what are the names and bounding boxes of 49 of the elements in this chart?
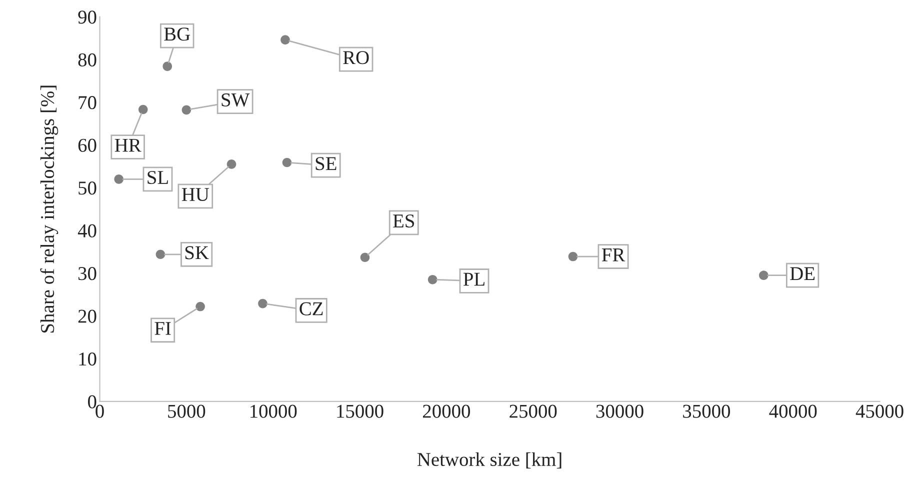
annotation: SK (185, 246, 209, 260)
x-tick-label: 15000 (337, 404, 384, 418)
point (280, 35, 290, 44)
point (428, 274, 438, 284)
annotation: PL (463, 272, 484, 286)
y-tick-label: 90 (78, 10, 96, 24)
y-tick-label: 60 (78, 138, 96, 152)
point (758, 270, 768, 280)
x-tick-label: 20000 (422, 404, 470, 418)
x-axis-title: Network size [km] (417, 452, 562, 468)
point (138, 104, 148, 114)
y-tick-label: 50 (78, 182, 96, 195)
y-tick-label: 70 (78, 96, 96, 110)
x-tick-label: 30000 (596, 404, 644, 418)
y-tick-label: 10 (79, 352, 96, 366)
point (226, 160, 236, 169)
point (282, 158, 292, 168)
x-tick-label: 25000 (510, 404, 557, 418)
y-axis-title: Share of relay interlockings [%] (40, 86, 58, 333)
x-tick-label: 5000 (168, 404, 206, 418)
point (360, 252, 370, 262)
annotation: ES (393, 214, 414, 228)
annotation: HR (114, 138, 142, 152)
annotation: SL (148, 170, 168, 184)
x-tick-label: 40000 (769, 404, 817, 418)
x-tick-label: 45000 (856, 404, 904, 418)
annotation: FR (602, 248, 626, 262)
x-tick-label: 10000 (250, 404, 297, 418)
y-tick-label: 40 (78, 224, 96, 238)
annotation: RO (343, 51, 369, 64)
annotation: SE (316, 157, 336, 170)
point (156, 250, 166, 260)
point (258, 298, 268, 308)
y-tick-label: 30 (78, 267, 96, 280)
point (196, 302, 205, 312)
annotation: HU (182, 188, 210, 202)
point (114, 174, 124, 184)
point (568, 252, 578, 262)
point (182, 105, 192, 115)
y-tick-label: 80 (78, 53, 96, 66)
annotation: FI (154, 322, 171, 335)
y-tick-label: 20 (78, 310, 96, 323)
annotation: BG (164, 28, 190, 41)
point (162, 62, 172, 71)
annotation: DE (790, 267, 815, 280)
annotation: CZ (300, 302, 323, 316)
annotation: SW (222, 93, 250, 107)
x-tick-label: 35000 (683, 404, 730, 418)
y-tick-label: 0 (88, 395, 96, 408)
